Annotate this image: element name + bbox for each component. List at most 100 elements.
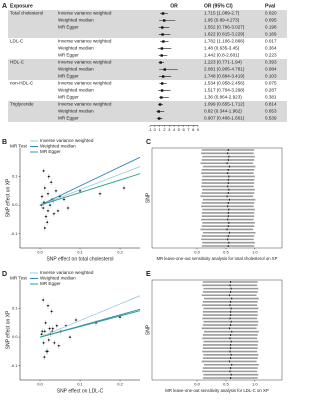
- or-point: [162, 19, 166, 22]
- snp-point: [63, 198, 65, 201]
- snp-estimate: [228, 208, 230, 211]
- legend-label: MR Egger: [40, 281, 61, 286]
- pval: 0.169: [265, 32, 277, 37]
- or-point: [160, 54, 163, 57]
- snp-estimate: [227, 201, 229, 204]
- or-point: [159, 61, 162, 64]
- or-ci: 0.907 (0.406-1.601): [204, 116, 245, 121]
- or-ci: 1.782 (1.106-2.868): [204, 39, 245, 44]
- snp-point: [42, 299, 45, 301]
- snp-point: [50, 181, 53, 184]
- snp-estimate: [229, 317, 231, 320]
- or-point: [157, 110, 160, 113]
- method-name: Weighted median: [58, 46, 94, 51]
- y-axis-title: SNP effect on XP: [5, 178, 11, 217]
- or-point: [161, 12, 165, 15]
- pval: 0.198: [265, 25, 277, 30]
- or-point: [160, 47, 164, 50]
- snp-estimate: [230, 373, 232, 376]
- snp-estimate: [230, 310, 232, 313]
- x-tick-label: 0.0: [194, 250, 200, 255]
- method-name: MR Egger: [58, 116, 79, 121]
- or-point: [160, 89, 164, 92]
- x-tick-label: 0.2: [117, 250, 123, 255]
- x-tick-label: 1.0: [252, 382, 258, 387]
- group-name: HDL-C: [10, 60, 25, 65]
- pval: 0.075: [265, 81, 277, 86]
- snp-point: [40, 333, 43, 336]
- snp-estimate: [227, 172, 229, 175]
- x-tick-label: 0: [154, 127, 157, 132]
- snp-point: [119, 316, 121, 319]
- panel-label: A: [2, 3, 7, 10]
- or-ci: 1.622 (0.815-3.229): [204, 32, 245, 37]
- snp-estimate: [230, 343, 232, 346]
- pval: 0.814: [265, 102, 277, 107]
- plot-frame: [151, 279, 283, 381]
- snp-estimate: [230, 290, 232, 293]
- snp-estimate: [230, 314, 232, 317]
- panel-label: B: [2, 139, 7, 146]
- snp-point: [47, 339, 50, 341]
- pval: 0.539: [265, 116, 277, 121]
- snp-point: [49, 204, 51, 207]
- snp-point: [79, 189, 81, 192]
- snp-estimate: [229, 350, 231, 353]
- snp-point: [47, 209, 49, 212]
- x-axis-title: MR leave-one-out sensitivity analysis fo…: [165, 388, 269, 393]
- column-header: OR: [170, 3, 178, 9]
- snp-estimate: [229, 370, 231, 373]
- snp-point: [57, 209, 59, 212]
- snp-point: [55, 189, 57, 192]
- regression-line: [39, 156, 141, 206]
- snp-point: [46, 221, 49, 224]
- snp-point: [67, 207, 69, 209]
- or-point: [160, 96, 163, 99]
- group-name: LDL-C: [10, 39, 24, 44]
- snp-estimate: [226, 228, 228, 231]
- x-tick-label: 1.0: [252, 250, 258, 255]
- snp-estimate: [231, 330, 233, 333]
- snp-estimate: [228, 360, 230, 363]
- snp-point: [55, 324, 58, 327]
- or-ci: 1.95 (0.89-4.273): [204, 18, 240, 23]
- legend-label: Weighted median: [40, 144, 76, 149]
- or-ci: 1.223 (0.771-1.94): [204, 60, 242, 65]
- snp-point: [57, 344, 60, 347]
- group-name: non-HDL-C: [10, 81, 34, 86]
- or-ci: 1.517 (0.704-3.268): [204, 88, 245, 93]
- method-name: MR Egger: [58, 95, 79, 100]
- snp-estimate: [227, 149, 229, 151]
- snp-estimate: [230, 333, 232, 336]
- or-ci: 1.534 (0.958-2.456): [204, 81, 245, 86]
- method-name: Inverse variance weighted: [58, 81, 112, 86]
- panel-label: C: [146, 139, 151, 146]
- method-name: Inverse variance weighted: [58, 102, 112, 107]
- snp-estimate: [230, 320, 232, 323]
- or-ci: 1.442 (0.8-2.601): [204, 53, 240, 58]
- snp-point: [41, 195, 43, 198]
- pval: 0.393: [265, 60, 277, 65]
- snp-estimate: [227, 185, 229, 188]
- snp-estimate: [229, 304, 231, 307]
- x-tick-label: 0.1: [77, 250, 83, 255]
- x-tick-label: 0.1: [77, 382, 83, 387]
- pval: 0.381: [265, 95, 277, 100]
- snp-point: [41, 330, 44, 333]
- regression-line: [39, 166, 141, 206]
- legend-title: MR Test: [10, 144, 27, 149]
- column-header: Pval: [265, 3, 276, 9]
- snp-estimate: [230, 347, 232, 350]
- x-axis-title: SNP effect on total cholesterol: [46, 256, 113, 262]
- column-header: Exposure: [10, 3, 33, 9]
- snp-point: [53, 212, 55, 215]
- or-ci: 1.715 (1.089-2.7): [204, 11, 240, 16]
- snp-estimate: [230, 324, 232, 327]
- x-axis-title: SNP effect on LDL-C: [57, 388, 104, 394]
- snp-estimate: [228, 327, 230, 330]
- group-name: Total cholesterol: [10, 11, 43, 16]
- x-axis-title: MR leave-one-out sensitivity analysis fo…: [156, 256, 277, 261]
- column-header: OR (95% CI): [204, 3, 233, 9]
- or-point: [161, 26, 164, 29]
- x-tick-label: 0.5: [223, 250, 229, 255]
